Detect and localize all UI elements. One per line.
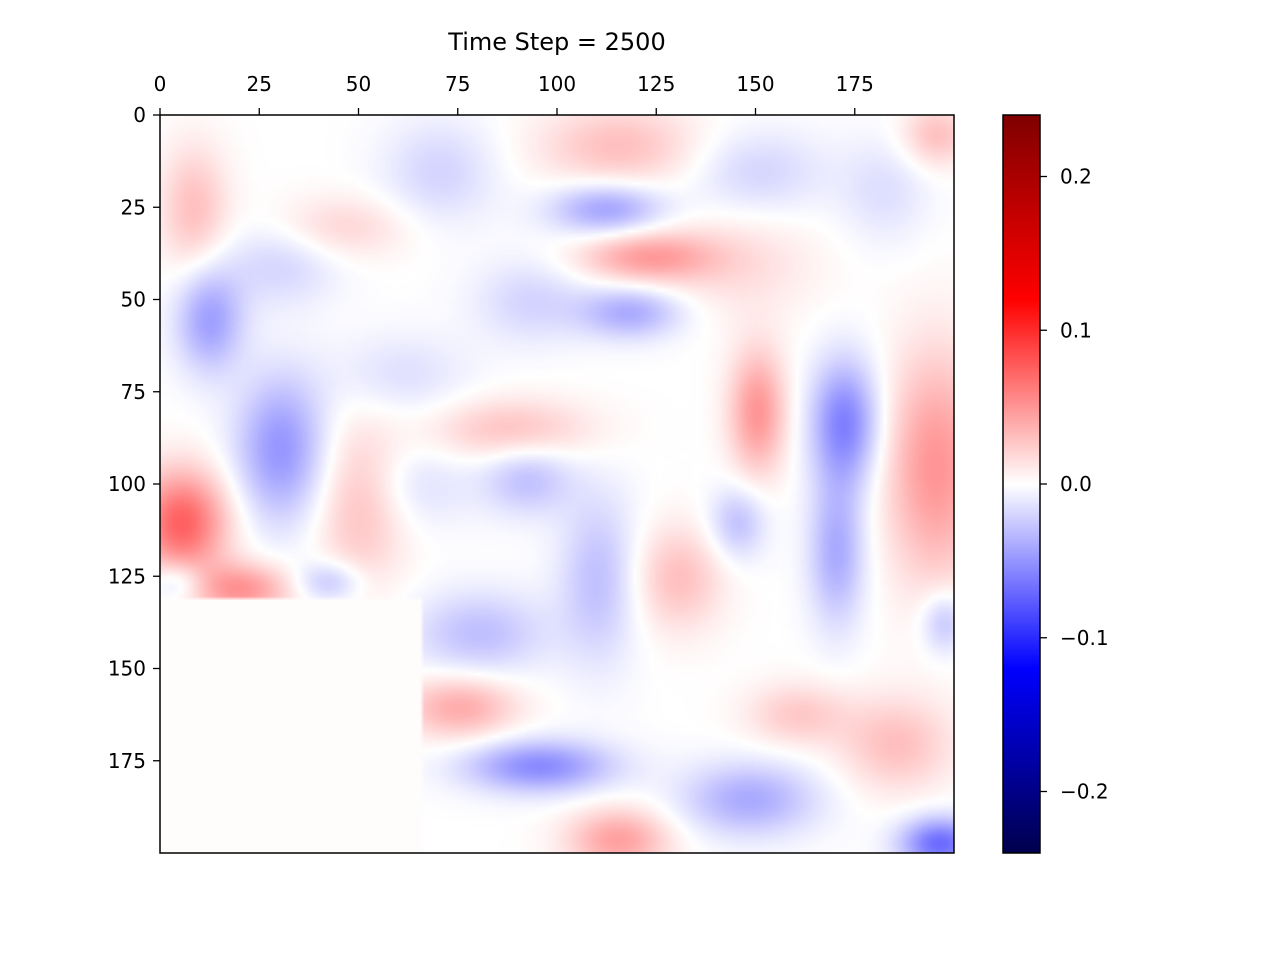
colorbar-tick-label: 0.2 (1060, 165, 1092, 189)
y-tick-label: 175 (108, 749, 146, 773)
heatmap-image (160, 115, 954, 853)
colorbar-tick-label: 0.1 (1060, 318, 1092, 342)
colorbar-tick-label: 0.0 (1060, 472, 1092, 496)
colorbar-ticks: 0.2 0.1 0.0 −0.1 −0.2 (1040, 165, 1109, 804)
x-axis: 0 25 50 75 100 125 150 175 (154, 72, 874, 115)
y-tick-label: 100 (108, 472, 146, 496)
colorbar-tick-label: −0.1 (1060, 626, 1109, 650)
x-tick-label: 75 (445, 72, 470, 96)
y-tick-label: 50 (121, 288, 146, 312)
y-tick-label: 25 (121, 195, 146, 219)
x-tick-label: 50 (346, 72, 371, 96)
y-tick-label: 75 (121, 380, 146, 404)
x-tick-label: 100 (538, 72, 576, 96)
x-tick-label: 0 (154, 72, 167, 96)
y-tick-label: 150 (108, 657, 146, 681)
x-tick-label: 175 (836, 72, 874, 96)
x-tick-label: 125 (637, 72, 675, 96)
colorbar (1002, 114, 1041, 854)
y-axis: 0 25 50 75 100 125 150 175 (108, 103, 160, 773)
heatmap-field (160, 115, 954, 853)
y-tick-label: 0 (133, 103, 146, 127)
chart-title: Time Step = 2500 (447, 28, 665, 56)
colorbar-tick-label: −0.2 (1060, 780, 1109, 804)
x-tick-label: 150 (736, 72, 774, 96)
x-tick-label: 25 (247, 72, 272, 96)
y-tick-label: 125 (108, 564, 146, 588)
